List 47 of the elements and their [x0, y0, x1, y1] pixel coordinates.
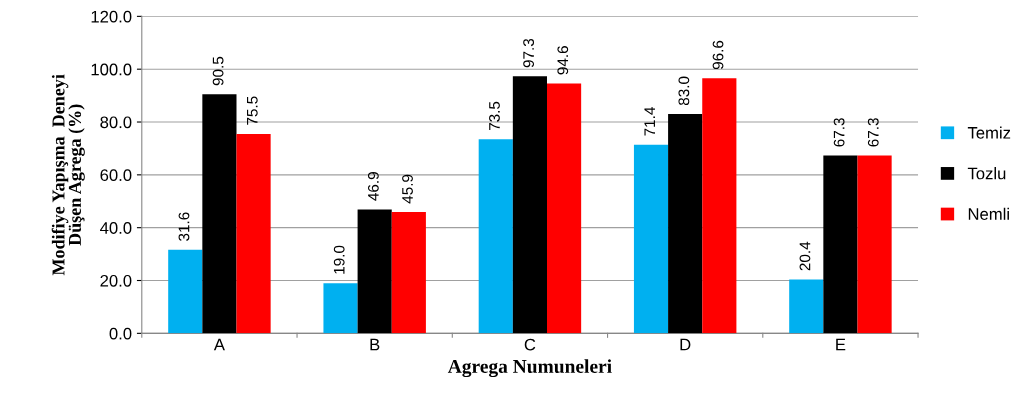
bar	[702, 78, 737, 334]
x-tick-label: D	[680, 338, 691, 351]
bar	[547, 83, 582, 334]
y-tick-label: 80.0	[100, 116, 132, 129]
y-tick-label: 40.0	[100, 222, 132, 234]
data-label: 20.4	[799, 241, 811, 271]
data-label: 94.6	[557, 46, 569, 75]
x-axis-title: Agrega Numuneleri	[447, 359, 612, 378]
x-tick-label: B	[370, 338, 380, 351]
bar	[357, 209, 392, 334]
bar	[391, 212, 426, 334]
bar	[823, 155, 858, 334]
x-tick-label: A	[213, 338, 225, 351]
y-tick-label: 20.0	[100, 274, 132, 287]
bar	[857, 155, 892, 334]
bar	[512, 76, 547, 334]
legend-label: Nemli	[968, 207, 1009, 220]
data-label: 75.5	[247, 96, 258, 125]
y-tick-label: 0.0	[109, 327, 132, 340]
data-label: 71.4	[644, 107, 655, 136]
legend-label: Tozlu	[967, 167, 1006, 180]
data-label: 90.5	[212, 56, 224, 86]
y-axis-title: Modifiye Yapışma Deneyi Düşen Agrega (%)	[51, 74, 85, 276]
bar	[202, 94, 237, 334]
data-label: 67.3	[867, 118, 879, 147]
y-tick-label: 60.0	[100, 169, 132, 182]
x-tick-label: E	[836, 338, 846, 351]
bar	[633, 144, 669, 334]
y-tick-label: 120.0	[91, 10, 132, 23]
bar	[323, 283, 358, 334]
data-label: 97.3	[523, 38, 535, 68]
legend-label: Temiz	[967, 126, 1011, 139]
data-label: 46.9	[367, 172, 379, 201]
data-label: 67.3	[833, 118, 845, 147]
bar	[789, 279, 824, 334]
y-tick-label: 100.0	[91, 63, 132, 76]
bar	[168, 249, 203, 334]
bar	[236, 133, 271, 334]
x-tick-label: C	[524, 338, 536, 351]
data-label: 31.6	[178, 212, 190, 241]
data-label: 73.5	[489, 101, 500, 131]
bar	[478, 139, 513, 334]
data-label: 45.9	[402, 174, 413, 204]
bar	[668, 114, 703, 334]
data-label: 19.0	[333, 245, 345, 274]
data-label: 83.0	[678, 76, 690, 106]
data-label: 96.6	[712, 40, 724, 70]
